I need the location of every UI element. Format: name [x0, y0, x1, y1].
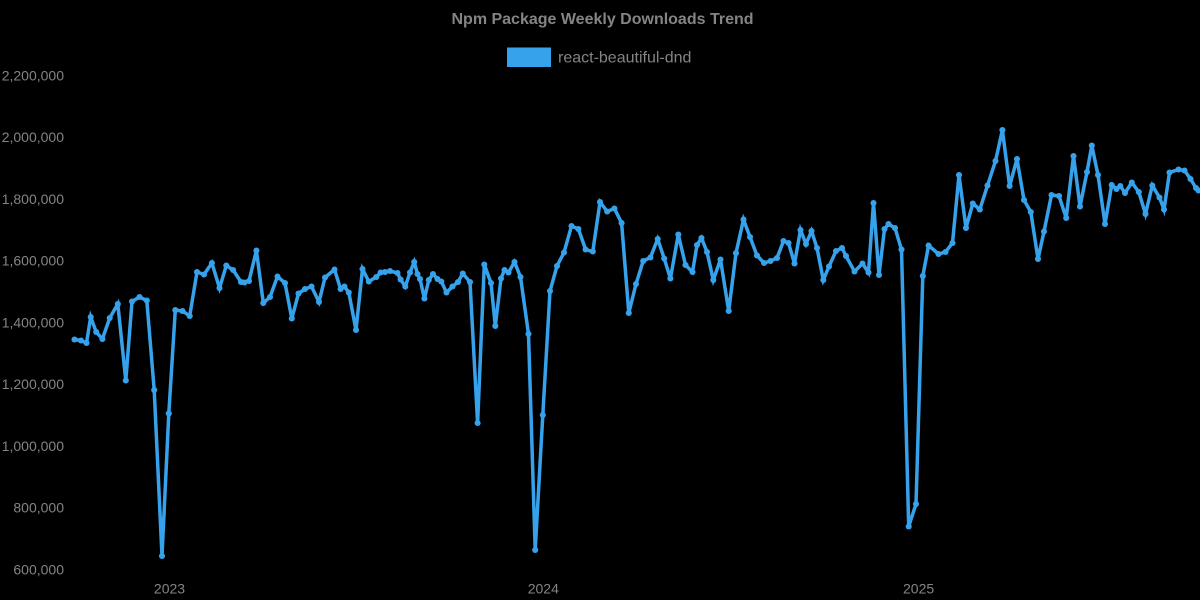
svg-text:600,000: 600,000 — [13, 561, 64, 577]
svg-text:1,400,000: 1,400,000 — [2, 314, 64, 330]
svg-text:1,600,000: 1,600,000 — [2, 253, 64, 269]
svg-text:1,800,000: 1,800,000 — [2, 191, 64, 207]
svg-text:react-beautiful-dnd: react-beautiful-dnd — [558, 50, 691, 67]
svg-text:Npm Package Weekly Downloads T: Npm Package Weekly Downloads Trend — [451, 11, 753, 28]
svg-text:1,000,000: 1,000,000 — [2, 438, 64, 454]
svg-text:2024: 2024 — [528, 581, 559, 597]
svg-text:2025: 2025 — [903, 581, 934, 597]
svg-text:800,000: 800,000 — [13, 500, 64, 516]
svg-text:2,200,000: 2,200,000 — [2, 67, 64, 83]
svg-text:2,000,000: 2,000,000 — [2, 129, 64, 145]
svg-text:2023: 2023 — [154, 581, 185, 597]
svg-text:1,200,000: 1,200,000 — [2, 376, 64, 392]
